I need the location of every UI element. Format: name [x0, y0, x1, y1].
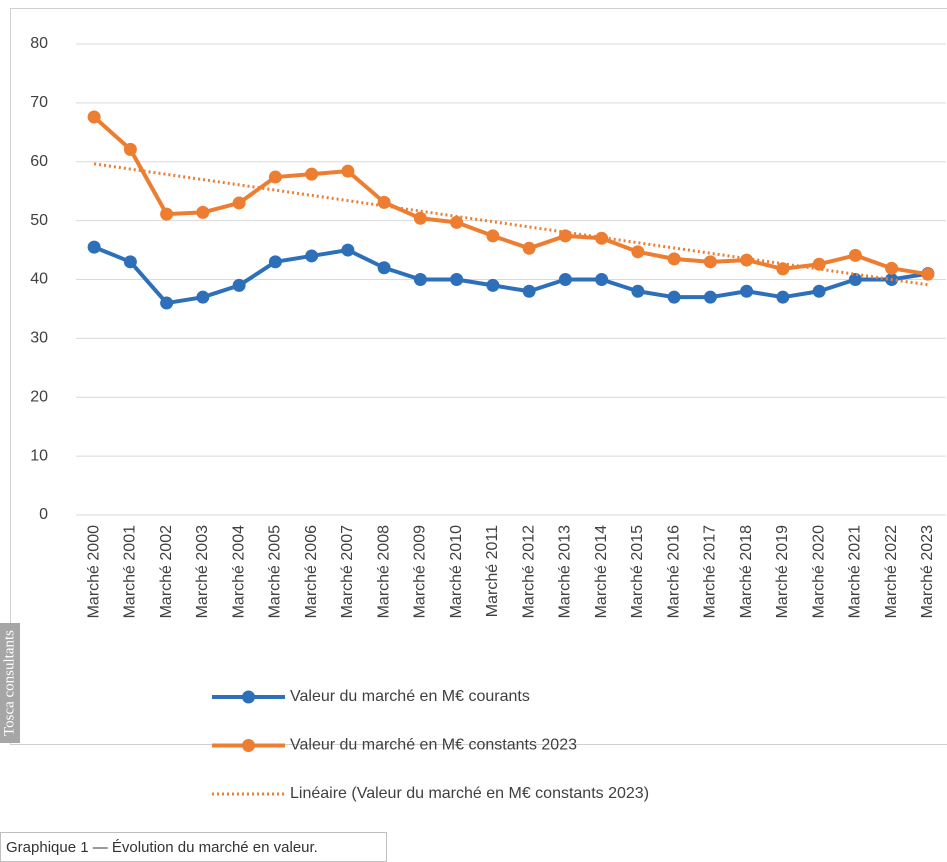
- point: [921, 267, 935, 281]
- x-tick-label: Marché 2019: [774, 525, 791, 618]
- point: [377, 195, 391, 209]
- point: [667, 252, 681, 266]
- point: [885, 261, 899, 275]
- x-tick-label: Marché 2008: [375, 525, 392, 618]
- point: [413, 273, 427, 286]
- point: [776, 262, 790, 276]
- chart-border: [10, 8, 947, 745]
- x-tick-label: Marché 2003: [194, 525, 211, 618]
- point: [595, 231, 609, 245]
- point: [377, 261, 391, 275]
- series-line: [92, 115, 929, 277]
- point: [522, 284, 536, 298]
- point: [631, 284, 645, 298]
- point: [87, 110, 101, 124]
- point: [160, 207, 174, 221]
- point: [413, 211, 427, 225]
- point: [196, 205, 210, 219]
- legend-marker: [242, 739, 255, 752]
- y-tick-label: 40: [30, 271, 48, 288]
- point: [848, 248, 862, 262]
- legend-label: Valeur du marché en M€ constants 2023: [290, 737, 577, 754]
- point: [703, 290, 717, 304]
- x-tick-label: Marché 2010: [448, 525, 465, 618]
- point: [232, 278, 246, 292]
- x-tick-label: Marché 2006: [303, 525, 320, 618]
- point: [740, 253, 754, 267]
- y-tick-label: 30: [30, 330, 48, 347]
- point: [305, 249, 319, 263]
- point: [160, 296, 174, 310]
- x-tick-label: Marché 2016: [665, 525, 682, 618]
- x-tick-label: Marché 2004: [230, 525, 247, 618]
- point: [341, 164, 355, 178]
- point: [631, 245, 645, 259]
- point: [740, 284, 754, 298]
- watermark-box: [0, 623, 20, 743]
- x-tick-label: Marché 2007: [339, 525, 356, 618]
- y-tick-label: 20: [30, 388, 48, 405]
- y-tick-label: 0: [39, 506, 48, 523]
- x-tick-label: Marché 2014: [593, 525, 610, 618]
- point: [522, 241, 536, 255]
- y-tick-label: 70: [30, 94, 48, 111]
- point: [667, 290, 681, 304]
- point: [595, 273, 609, 286]
- x-tick-label: Marché 2002: [158, 525, 175, 618]
- point: [450, 273, 464, 286]
- point: [268, 255, 282, 269]
- x-tick-label: Marché 2017: [702, 525, 719, 618]
- caption: Graphique 1 — Évolution du marché en val…: [6, 839, 318, 856]
- legend-marker: [242, 690, 255, 704]
- point: [703, 255, 717, 269]
- point: [87, 240, 101, 254]
- point: [232, 196, 246, 210]
- point: [123, 142, 137, 156]
- x-tick-label: Marché 2011: [484, 525, 501, 617]
- point: [558, 229, 572, 243]
- x-tick-label: Marché 2022: [883, 525, 900, 618]
- x-tick-label: Marché 2009: [412, 525, 429, 618]
- point: [812, 284, 826, 298]
- point: [196, 290, 210, 304]
- point: [812, 257, 826, 271]
- legend-label: Linéaire (Valeur du marché en M€ constan…: [290, 785, 649, 802]
- series-line: [93, 245, 929, 306]
- x-tick-label: Marché 2001: [122, 525, 139, 618]
- x-tick-label: Marché 2023: [919, 525, 936, 618]
- point: [486, 278, 500, 292]
- y-tick-label: 50: [30, 212, 48, 229]
- y-tick-label: 80: [30, 35, 48, 52]
- legend-label: Valeur du marché en M€ courants: [290, 688, 530, 705]
- x-tick-label: Marché 2013: [557, 525, 574, 618]
- x-tick-label: Marché 2018: [738, 525, 755, 618]
- x-tick-label: Marché 2000: [85, 525, 102, 618]
- x-tick-label: Marché 2021: [847, 525, 864, 618]
- point: [848, 273, 862, 286]
- x-tick-label: Marché 2012: [520, 525, 537, 618]
- point: [305, 167, 319, 181]
- watermark: Tosca consultants: [1, 630, 17, 736]
- x-tick-label: Marché 2005: [267, 525, 284, 618]
- point: [123, 255, 137, 269]
- point: [776, 290, 790, 304]
- point: [558, 273, 572, 286]
- x-tick-label: Marché 2020: [810, 525, 827, 618]
- trend-line: [93, 162, 929, 287]
- caption-box: [0, 832, 387, 862]
- point: [341, 243, 355, 257]
- point: [450, 215, 464, 229]
- y-tick-label: 10: [30, 447, 48, 464]
- x-tick-label: Marché 2015: [629, 525, 646, 618]
- point: [486, 229, 500, 243]
- point: [268, 170, 282, 184]
- y-tick-label: 60: [30, 153, 48, 170]
